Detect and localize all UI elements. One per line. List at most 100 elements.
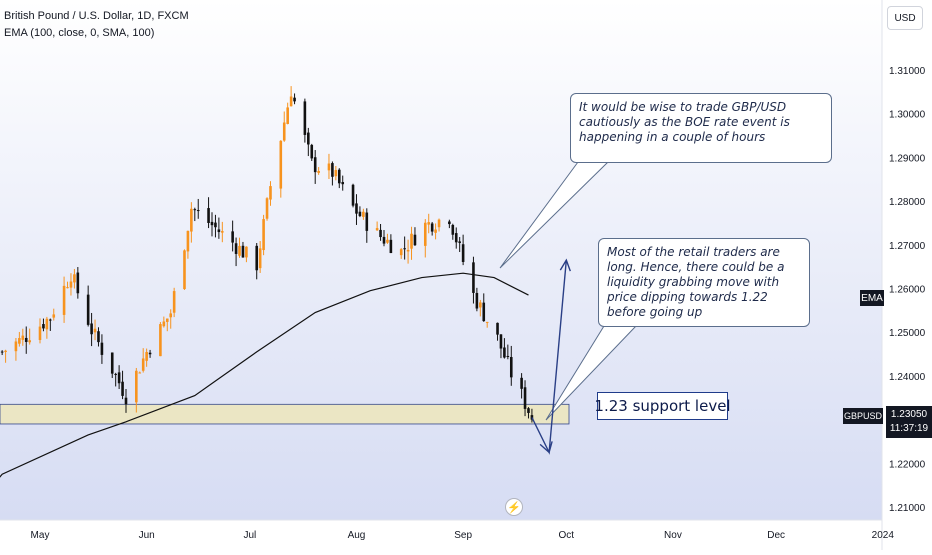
ema-badge: EMA bbox=[860, 290, 884, 306]
candle-down bbox=[503, 338, 506, 359]
candle-down bbox=[454, 227, 458, 249]
candle-body bbox=[310, 144, 314, 159]
candle-body bbox=[241, 245, 245, 258]
candle-down bbox=[307, 127, 310, 157]
candle-body bbox=[327, 163, 331, 171]
candle-up bbox=[141, 348, 145, 373]
candle-up bbox=[145, 348, 148, 367]
candle-body bbox=[293, 97, 296, 102]
candle-body bbox=[289, 96, 293, 107]
candle-up bbox=[334, 165, 338, 181]
candle-down bbox=[100, 334, 104, 364]
candle-body bbox=[269, 186, 272, 200]
candle-up bbox=[238, 237, 241, 258]
candle-up bbox=[262, 214, 265, 256]
candle-body bbox=[190, 208, 193, 232]
candle-down bbox=[210, 212, 214, 237]
candle-down bbox=[114, 372, 117, 387]
candles bbox=[0, 86, 534, 423]
candle-body bbox=[186, 230, 190, 252]
x-tick-label: May bbox=[31, 530, 50, 541]
candle-up bbox=[289, 86, 293, 107]
candle-up bbox=[406, 239, 410, 264]
candle-body bbox=[245, 246, 248, 258]
candle-body bbox=[45, 318, 49, 330]
candle-body bbox=[458, 241, 461, 243]
candle-down bbox=[496, 322, 499, 341]
candle-body bbox=[413, 234, 417, 246]
last-price-badge: 1.23050 11:37:19 bbox=[886, 406, 932, 438]
lightning-icon[interactable]: ⚡ bbox=[505, 498, 523, 516]
candle-up bbox=[410, 226, 413, 260]
candle-up bbox=[93, 319, 97, 341]
candle-down bbox=[355, 194, 358, 225]
candle-body bbox=[169, 313, 173, 318]
candle-body bbox=[334, 170, 338, 177]
candle-body bbox=[506, 355, 510, 357]
candle-up bbox=[317, 167, 320, 175]
candle-up bbox=[159, 322, 162, 357]
x-tick-label: Jul bbox=[243, 530, 256, 541]
candle-down bbox=[217, 217, 221, 239]
candle-up bbox=[279, 140, 283, 198]
candle-body bbox=[389, 239, 393, 254]
bar-countdown: 11:37:19 bbox=[889, 423, 929, 434]
candle-body bbox=[434, 229, 437, 233]
candle-body bbox=[430, 223, 434, 232]
candle-body bbox=[399, 249, 403, 256]
candle-down bbox=[24, 326, 28, 354]
candle-body bbox=[193, 209, 197, 211]
candle-up bbox=[162, 316, 166, 328]
candle-down bbox=[389, 234, 393, 254]
candle-down bbox=[358, 206, 362, 218]
candle-body bbox=[42, 324, 45, 329]
y-tick-label: 1.25000 bbox=[889, 328, 926, 339]
candle-down bbox=[231, 220, 234, 252]
candle-up bbox=[190, 202, 193, 243]
y-tick-label: 1.22000 bbox=[889, 459, 926, 470]
candle-body bbox=[73, 274, 76, 283]
candle-body bbox=[66, 287, 69, 289]
candle-up bbox=[183, 249, 186, 290]
price-axis-background bbox=[882, 0, 932, 550]
candle-body bbox=[86, 294, 90, 325]
candle-body bbox=[183, 250, 186, 290]
candle-down bbox=[241, 241, 245, 258]
candle-body bbox=[437, 219, 441, 228]
candle-body bbox=[124, 397, 128, 405]
candle-body bbox=[341, 182, 345, 185]
candle-body bbox=[100, 342, 104, 355]
candle-down bbox=[509, 345, 513, 386]
candle-up bbox=[437, 218, 441, 232]
indicator-title: EMA (100, close, 0, SMA, 100) bbox=[4, 27, 155, 39]
candle-body bbox=[97, 331, 100, 343]
candle-body bbox=[337, 169, 341, 184]
candle-down bbox=[117, 365, 121, 389]
candle-up bbox=[62, 276, 66, 323]
candle-down bbox=[255, 242, 259, 280]
candle-body bbox=[282, 122, 286, 141]
candle-down bbox=[110, 352, 114, 379]
candle-down bbox=[121, 370, 124, 400]
candle-body bbox=[117, 372, 121, 384]
candle-down bbox=[413, 227, 417, 246]
candle-body bbox=[69, 281, 73, 288]
candle-body bbox=[475, 292, 479, 309]
candle-down bbox=[475, 287, 479, 312]
candle-body bbox=[141, 358, 145, 371]
candle-body bbox=[238, 245, 241, 256]
currency-button[interactable]: USD bbox=[887, 6, 923, 30]
candle-down bbox=[382, 229, 386, 247]
support-zone bbox=[0, 403, 570, 425]
symbol-title: British Pound / U.S. Dollar, 1D, FXCM bbox=[4, 10, 189, 22]
candle-up bbox=[169, 309, 173, 329]
last-price: 1.23050 bbox=[890, 409, 928, 420]
x-tick-label: Nov bbox=[664, 530, 682, 541]
candle-down bbox=[430, 221, 434, 236]
x-tick-label: Jun bbox=[139, 530, 155, 541]
candle-body bbox=[358, 211, 362, 217]
candle-body bbox=[62, 285, 66, 315]
candle-body bbox=[503, 347, 506, 358]
x-tick-label: Sep bbox=[454, 530, 472, 541]
